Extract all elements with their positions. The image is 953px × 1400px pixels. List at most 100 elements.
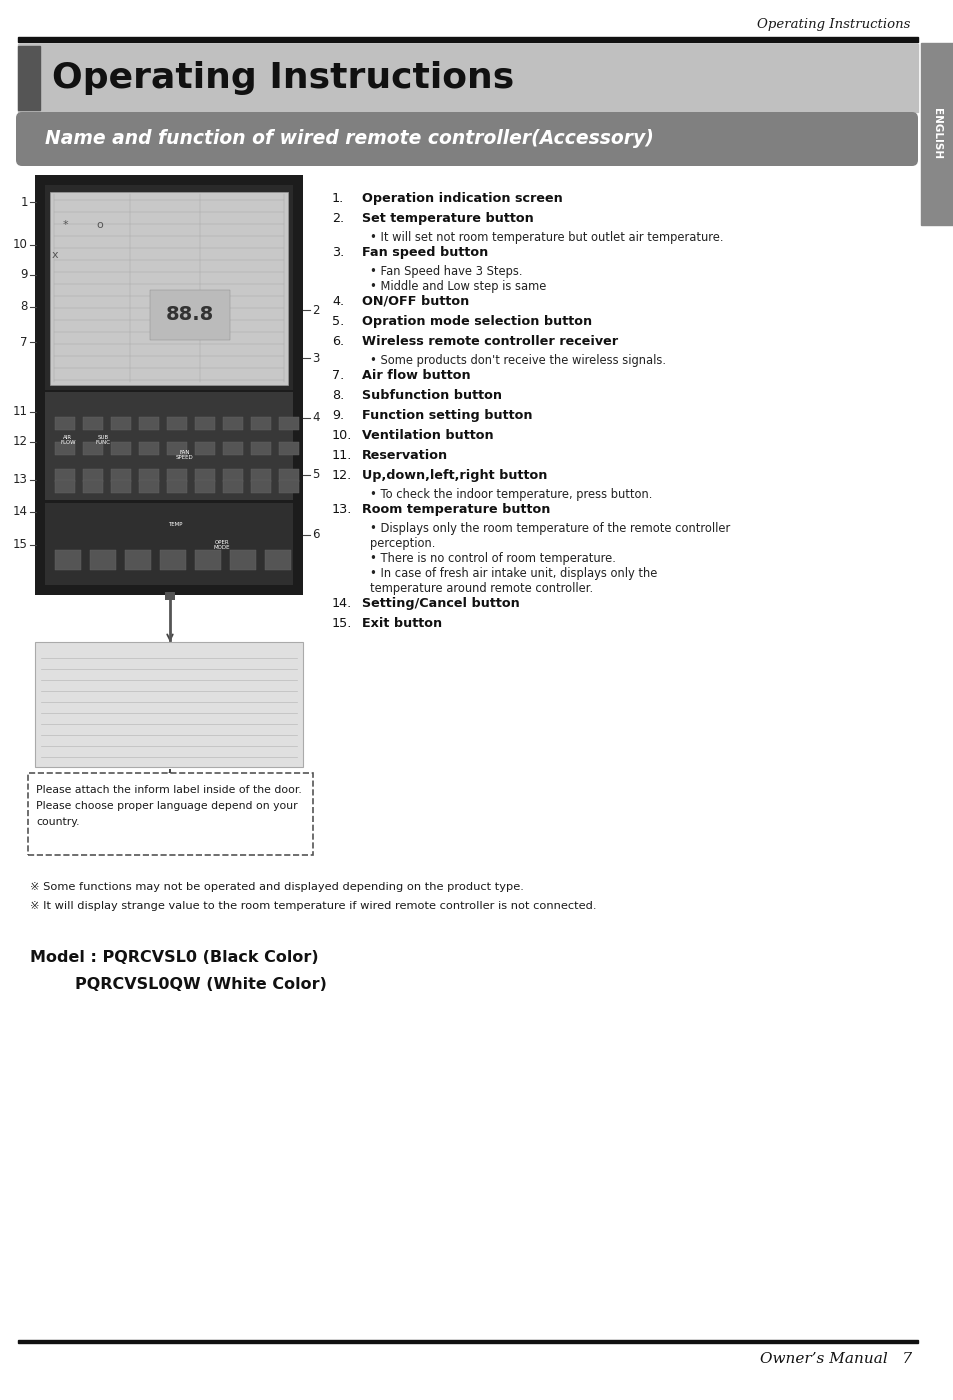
Bar (223, 469, 243, 482)
Text: AIR
FLOW: AIR FLOW (60, 435, 75, 445)
Text: 5: 5 (312, 469, 319, 482)
Bar (55, 417, 75, 430)
Bar (230, 550, 255, 570)
Bar (83, 442, 103, 455)
Bar (50, 192, 288, 385)
Text: 8.: 8. (332, 389, 344, 402)
Text: Operating Instructions: Operating Instructions (52, 62, 514, 95)
Bar (194, 442, 214, 455)
Bar (35, 643, 303, 767)
Bar (55, 550, 81, 570)
Text: 6: 6 (312, 528, 319, 542)
Text: • Some products don't receive the wireless signals.: • Some products don't receive the wirele… (370, 354, 665, 367)
Bar (251, 480, 271, 493)
Text: Please attach the inform label inside of the door.: Please attach the inform label inside of… (36, 785, 301, 795)
Bar (265, 550, 291, 570)
Text: Wireless remote controller receiver: Wireless remote controller receiver (361, 335, 618, 349)
Bar (920, 43, 953, 225)
Bar (45, 185, 293, 391)
Bar (139, 469, 159, 482)
Bar (55, 442, 75, 455)
Text: 8: 8 (21, 301, 28, 314)
Bar (278, 480, 298, 493)
Text: Model : PQRCVSL0 (Black Color): Model : PQRCVSL0 (Black Color) (30, 951, 318, 965)
Bar (83, 417, 103, 430)
Bar (194, 550, 221, 570)
Text: Please choose proper language depend on your: Please choose proper language depend on … (36, 801, 297, 811)
Text: 15.: 15. (332, 617, 352, 630)
Text: 15: 15 (13, 539, 28, 552)
Bar (45, 503, 293, 585)
Text: 3.: 3. (332, 246, 344, 259)
Text: • To check the indoor temperature, press button.: • To check the indoor temperature, press… (370, 489, 652, 501)
Text: Opration mode selection button: Opration mode selection button (361, 315, 592, 328)
Bar (18, 43, 917, 112)
Bar (223, 417, 243, 430)
Bar (125, 550, 151, 570)
Bar (223, 442, 243, 455)
Text: • It will set not room temperature but outlet air temperature.: • It will set not room temperature but o… (370, 231, 722, 244)
Bar (167, 417, 187, 430)
Text: Fan speed button: Fan speed button (361, 246, 488, 259)
Text: 5.: 5. (332, 315, 344, 328)
Text: 1: 1 (20, 196, 28, 209)
Text: Operation indication screen: Operation indication screen (361, 192, 562, 204)
Text: TEMP: TEMP (168, 522, 182, 528)
Text: Function setting button: Function setting button (361, 409, 532, 421)
Bar (139, 480, 159, 493)
Text: 88.8: 88.8 (166, 305, 213, 325)
Bar (167, 480, 187, 493)
Text: o: o (96, 220, 103, 230)
Text: perception.: perception. (370, 538, 435, 550)
Text: 7: 7 (20, 336, 28, 349)
Text: *: * (62, 220, 68, 230)
Text: 6.: 6. (332, 335, 344, 349)
Bar (111, 469, 131, 482)
Text: 10: 10 (13, 238, 28, 252)
Bar (83, 469, 103, 482)
Text: Operating Instructions: Operating Instructions (756, 18, 909, 31)
Text: Up,down,left,right button: Up,down,left,right button (361, 469, 547, 482)
Text: 13: 13 (13, 473, 28, 486)
Bar (194, 469, 214, 482)
Bar (278, 469, 298, 482)
Text: Setting/Cancel button: Setting/Cancel button (361, 596, 519, 610)
Text: 7.: 7. (332, 370, 344, 382)
Text: ※ It will display strange value to the room temperature if wired remote controll: ※ It will display strange value to the r… (30, 902, 596, 911)
Text: Owner’s Manual   7: Owner’s Manual 7 (760, 1352, 911, 1366)
Text: 1.: 1. (332, 192, 344, 204)
Text: • Fan Speed have 3 Steps.: • Fan Speed have 3 Steps. (370, 265, 522, 279)
Bar (194, 417, 214, 430)
Text: Ventilation button: Ventilation button (361, 428, 493, 442)
Bar (139, 417, 159, 430)
Text: 2: 2 (312, 304, 319, 316)
Text: 11.: 11. (332, 449, 352, 462)
Bar (18, 1340, 917, 1343)
Text: 2.: 2. (332, 211, 344, 225)
Text: 10.: 10. (332, 428, 352, 442)
Bar (167, 469, 187, 482)
Bar (251, 442, 271, 455)
Text: 12.: 12. (332, 469, 352, 482)
Text: Room temperature button: Room temperature button (361, 503, 550, 517)
Bar (35, 175, 303, 595)
Text: • Displays only the room temperature of the remote controller: • Displays only the room temperature of … (370, 522, 729, 535)
Bar (160, 550, 186, 570)
Text: x: x (51, 251, 58, 260)
Text: Subfunction button: Subfunction button (361, 389, 501, 402)
Bar (150, 290, 230, 340)
Text: ※ Some functions may not be operated and displayed depending on the product type: ※ Some functions may not be operated and… (30, 882, 523, 892)
Text: country.: country. (36, 818, 79, 827)
Text: Reservation: Reservation (361, 449, 448, 462)
Text: ENGLISH: ENGLISH (931, 108, 941, 160)
Text: PQRCVSL0QW (White Color): PQRCVSL0QW (White Color) (30, 977, 327, 993)
Bar (45, 392, 293, 500)
Bar (111, 480, 131, 493)
Bar (223, 480, 243, 493)
Bar (278, 417, 298, 430)
FancyBboxPatch shape (16, 112, 917, 167)
Text: OPER
MODE: OPER MODE (213, 540, 230, 550)
Bar (251, 417, 271, 430)
Text: 9.: 9. (332, 409, 344, 421)
Bar (194, 480, 214, 493)
